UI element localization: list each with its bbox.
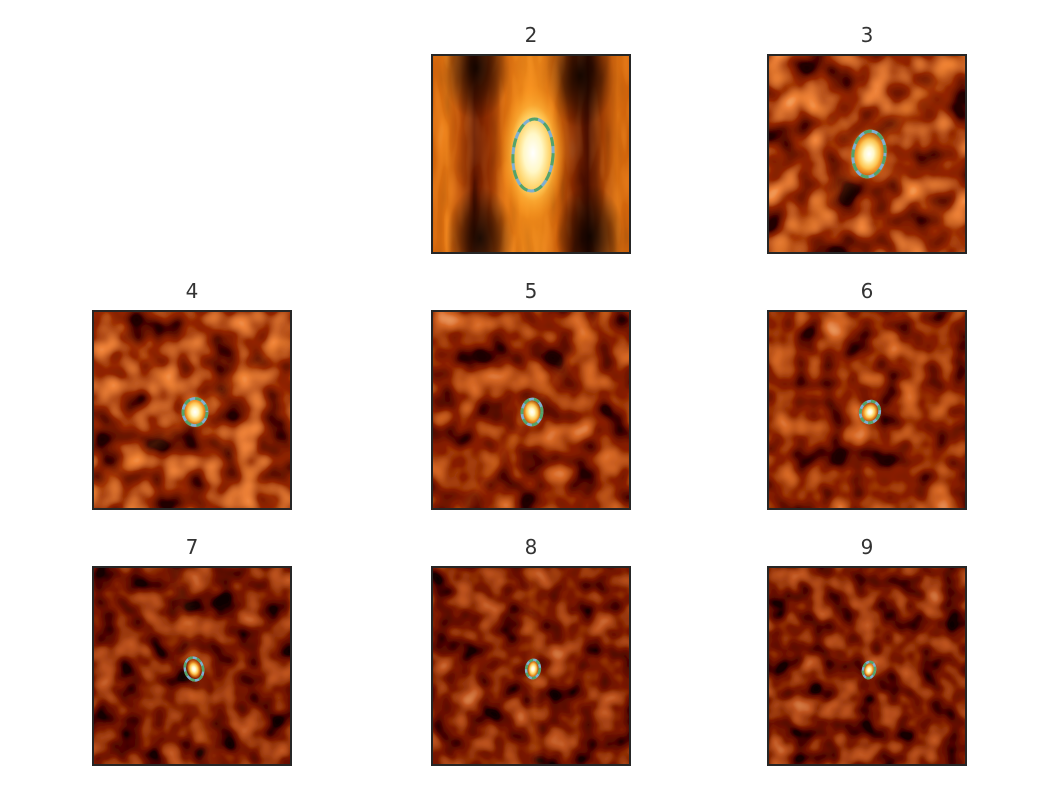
panel-frame — [92, 566, 292, 766]
contour-ellipse-green — [524, 658, 542, 680]
panel-title: 4 — [185, 279, 199, 303]
panel-7: 7 — [92, 535, 292, 766]
contour-ellipse-green — [181, 397, 209, 427]
source-core — [528, 662, 538, 676]
dark-null-blob — [446, 186, 515, 252]
panel-title: 3 — [860, 23, 874, 47]
source-core — [189, 662, 199, 676]
source-core — [865, 665, 873, 675]
panel-frame — [431, 310, 631, 510]
panel-image — [769, 56, 965, 252]
panel-title: 8 — [524, 535, 538, 559]
panel-frame — [92, 310, 292, 510]
panel-2: 2 — [431, 23, 631, 254]
contour-ellipse-green — [851, 129, 887, 179]
panel-image — [769, 312, 965, 508]
panel-4: 4 — [92, 279, 292, 510]
panel-image — [433, 56, 629, 252]
panel-image — [94, 568, 290, 764]
panel-frame — [767, 566, 967, 766]
source-core — [864, 405, 876, 419]
panel-image — [94, 312, 290, 508]
contour-ellipse-green — [861, 660, 877, 680]
panel-image — [433, 568, 629, 764]
source-core — [186, 401, 204, 423]
panel-title: 2 — [524, 23, 538, 47]
panel-title: 9 — [860, 535, 874, 559]
source-core — [856, 137, 882, 171]
panel-5: 5 — [431, 279, 631, 510]
panel-3: 3 — [767, 23, 967, 254]
contour-ellipse-green — [858, 399, 882, 425]
panel-title: 5 — [524, 279, 538, 303]
dark-null-blob — [555, 184, 624, 252]
contour-ellipse-green — [183, 656, 205, 682]
panel-frame — [431, 566, 631, 766]
panel-frame — [767, 310, 967, 510]
panel-image — [769, 568, 965, 764]
panel-9: 9 — [767, 535, 967, 766]
contour-ellipse-green — [511, 117, 555, 193]
dark-null-blob — [442, 56, 511, 120]
panel-image — [433, 312, 629, 508]
source-core — [525, 403, 539, 421]
panel-frame — [767, 54, 967, 254]
panel-title: 6 — [860, 279, 874, 303]
panel-frame — [431, 54, 631, 254]
panel-6: 6 — [767, 279, 967, 510]
panel-8: 8 — [431, 535, 631, 766]
panel-title: 7 — [185, 535, 199, 559]
